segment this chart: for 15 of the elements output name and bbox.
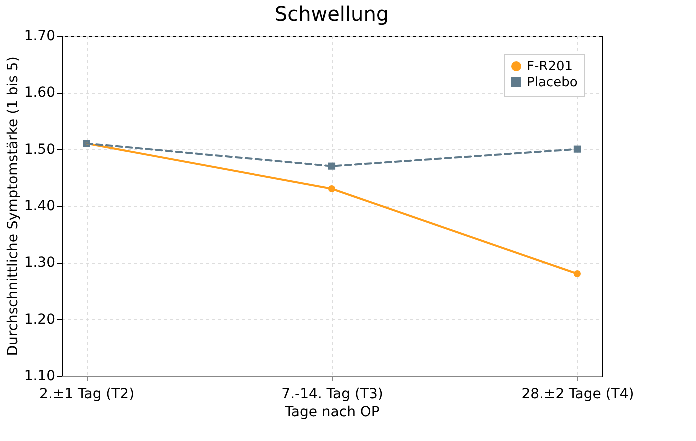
y-tick-label: 1.30 (24, 255, 56, 272)
y-axis-title: Durchschnittliche Symptomstärke (1 bis 5) (5, 56, 22, 356)
y-tick-label: 1.40 (24, 198, 56, 214)
x-axis-title: Tage nach OP (284, 404, 380, 420)
y-tick-label: 1.10 (24, 368, 56, 384)
y-tick-label: 1.60 (24, 85, 56, 102)
legend-label: F-R201 (527, 60, 574, 74)
y-tick-label: 1.70 (24, 28, 56, 44)
x-tick-label: 7.-14. Tag (T3) (282, 386, 384, 402)
x-tick-label: 2.±1 Tag (T2) (40, 386, 135, 402)
y-tick-label: 1.20 (24, 312, 56, 328)
legend-label: Placebo (527, 76, 578, 90)
y-tick-label: 1.50 (24, 142, 56, 158)
x-tick-label: 28.±2 Tage (T4) (522, 386, 634, 402)
chart-title: Schwellung (274, 2, 390, 26)
